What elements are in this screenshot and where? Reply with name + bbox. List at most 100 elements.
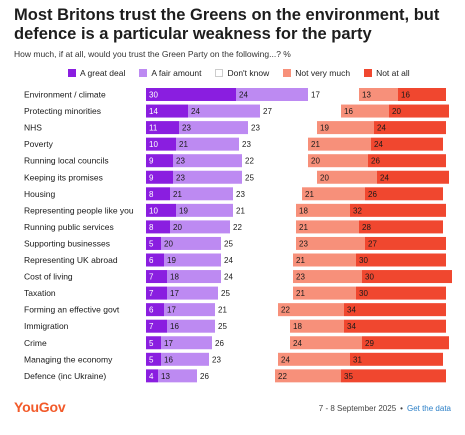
bar-segment (215, 303, 278, 317)
bar-segment (374, 121, 446, 135)
bar-segment (293, 270, 362, 284)
bar-segment (221, 270, 293, 284)
bar-segment (161, 236, 221, 250)
data-label: 13 (362, 91, 371, 100)
data-label: 24 (224, 273, 233, 282)
data-label: 8 (149, 190, 154, 199)
bar-segment (317, 170, 377, 184)
category-label: Protecting minorities (24, 106, 101, 116)
data-label: 18 (293, 322, 302, 331)
legend-label: Don't know (227, 68, 270, 78)
chart-title: Most Britons trust the Greens on the env… (14, 6, 440, 43)
bar-segment (293, 286, 356, 300)
bar-segment (371, 137, 443, 151)
bar-segment (146, 303, 164, 317)
bar-segment (167, 319, 215, 333)
bar-segment (212, 336, 290, 350)
data-label: 25 (224, 239, 233, 248)
bar-segment (173, 154, 242, 168)
bar-segment (377, 170, 449, 184)
category-label: Keeping its promises (24, 172, 103, 182)
bar-segment (176, 203, 233, 217)
bar-segment (221, 253, 293, 267)
legend-label: A great deal (80, 68, 126, 78)
legend-item-fair-amount: A fair amount (139, 68, 201, 78)
bar-segment (356, 253, 446, 267)
data-label: 21 (296, 256, 305, 265)
bar-segment (290, 336, 362, 350)
bar-segment (146, 88, 236, 101)
bar-segment (260, 104, 341, 118)
data-label: 7 (149, 273, 154, 282)
data-label: 17 (170, 289, 179, 298)
bar-segment (146, 203, 176, 217)
bar-segment (290, 319, 344, 333)
data-label: 7 (149, 322, 154, 331)
bar-segment (146, 104, 188, 118)
bar-segment (293, 253, 356, 267)
category-label: Taxation (24, 288, 56, 298)
bar-segment (146, 220, 170, 234)
data-label: 23 (236, 190, 245, 199)
bar-segment (242, 170, 317, 184)
data-label: 21 (173, 190, 182, 199)
data-label: 11 (149, 124, 158, 133)
bar-segment (167, 286, 218, 300)
bar-segment (239, 137, 308, 151)
legend-swatch (283, 69, 292, 77)
get-the-data-link[interactable]: Get the data (406, 404, 451, 413)
data-label: 20 (164, 239, 173, 248)
data-label: 24 (239, 91, 248, 100)
bar-segment (359, 220, 443, 234)
bar-segment (146, 236, 161, 250)
bar-segment (146, 121, 179, 135)
data-label: 30 (149, 91, 158, 100)
category-label: Housing (24, 189, 55, 199)
data-label: 7 (149, 289, 154, 298)
data-label: 27 (263, 107, 272, 116)
legend-swatch (68, 69, 76, 77)
legend-swatch (364, 69, 373, 77)
data-label: 8 (149, 223, 154, 232)
data-label: 16 (344, 107, 353, 116)
bar-segment (197, 369, 275, 383)
data-label: 5 (149, 355, 154, 364)
data-label: 21 (305, 190, 314, 199)
legend-item-not-at-all: Not at all (364, 68, 410, 78)
data-label: 18 (170, 273, 179, 282)
category-label: Managing the economy (24, 354, 113, 364)
data-label: 24 (380, 173, 389, 182)
data-label: 22 (245, 157, 254, 166)
bar-segment (296, 236, 365, 250)
bar-segment (368, 154, 446, 168)
category-label: Cost of living (24, 272, 73, 282)
bar-segment (356, 286, 446, 300)
bar-segment (242, 154, 308, 168)
data-label: 10 (149, 206, 158, 215)
bar-segment (296, 203, 350, 217)
category-label: Immigration (24, 321, 69, 331)
bar-segment (161, 336, 212, 350)
data-label: 21 (311, 140, 320, 149)
legend-swatch (215, 69, 224, 77)
bar-segment (167, 270, 221, 284)
category-label: Supporting businesses (24, 238, 110, 248)
bar-segment (170, 220, 230, 234)
data-label: 24 (374, 140, 383, 149)
data-label: 4 (149, 372, 154, 381)
bar-segment (146, 286, 167, 300)
footer-separator: • (400, 404, 403, 413)
bar-segment (317, 121, 374, 135)
data-label: 22 (278, 372, 287, 381)
bar-segment (230, 220, 296, 234)
bar-segment (362, 336, 449, 350)
data-label: 26 (200, 372, 209, 381)
data-label: 25 (245, 173, 254, 182)
legend-label: Not very much (295, 68, 351, 78)
data-label: 6 (149, 306, 154, 315)
bar-segment (275, 369, 341, 383)
data-label: 21 (179, 140, 188, 149)
bar-segment (176, 137, 239, 151)
category-label: Representing UK abroad (24, 255, 118, 265)
category-label: Representing people like you (24, 205, 134, 215)
